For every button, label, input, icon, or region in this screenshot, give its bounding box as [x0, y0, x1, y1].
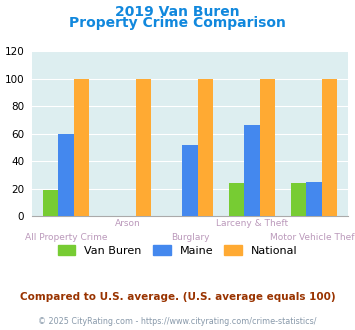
Bar	[229, 183, 244, 216]
Bar	[43, 190, 58, 216]
Text: Compared to U.S. average. (U.S. average equals 100): Compared to U.S. average. (U.S. average …	[20, 292, 335, 302]
Bar	[136, 79, 151, 216]
Text: 2019 Van Buren: 2019 Van Buren	[115, 5, 240, 19]
Text: All Property Crime: All Property Crime	[25, 233, 107, 242]
Bar	[74, 79, 89, 216]
Bar	[182, 145, 198, 216]
Bar	[58, 134, 74, 216]
Bar	[244, 125, 260, 216]
Legend: Van Buren, Maine, National: Van Buren, Maine, National	[53, 241, 302, 260]
Text: Arson: Arson	[115, 219, 141, 228]
Bar	[322, 79, 337, 216]
Text: Larceny & Theft: Larceny & Theft	[216, 219, 288, 228]
Bar	[306, 182, 322, 216]
Bar	[291, 183, 306, 216]
Bar	[198, 79, 213, 216]
Text: Motor Vehicle Theft: Motor Vehicle Theft	[270, 233, 355, 242]
Bar	[260, 79, 275, 216]
Text: © 2025 CityRating.com - https://www.cityrating.com/crime-statistics/: © 2025 CityRating.com - https://www.city…	[38, 317, 317, 326]
Text: Property Crime Comparison: Property Crime Comparison	[69, 16, 286, 30]
Text: Burglary: Burglary	[171, 233, 209, 242]
